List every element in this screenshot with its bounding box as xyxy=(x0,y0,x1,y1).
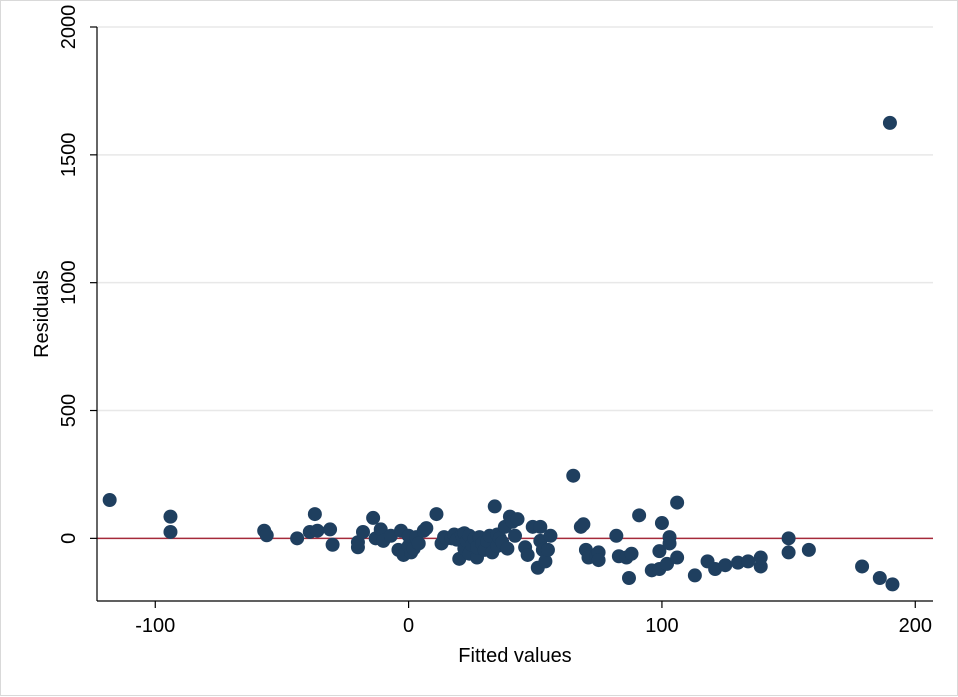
data-point xyxy=(373,522,388,537)
data-point xyxy=(718,558,733,573)
data-point xyxy=(741,554,756,569)
data-point xyxy=(632,508,647,523)
data-point xyxy=(801,542,816,557)
data-point xyxy=(670,550,685,565)
data-point xyxy=(885,577,900,592)
data-point xyxy=(411,536,426,551)
point-layer xyxy=(102,115,900,592)
data-point xyxy=(855,559,870,574)
data-point xyxy=(591,553,606,568)
data-point xyxy=(540,542,555,557)
data-point xyxy=(487,499,502,514)
data-point xyxy=(566,468,581,483)
data-point xyxy=(356,524,370,539)
axis-layer: 0 500 1000 1500 2000 -100 0 100 200 xyxy=(58,5,933,637)
grid-layer xyxy=(97,26,933,412)
data-point xyxy=(163,509,178,524)
data-point xyxy=(366,510,381,525)
data-point xyxy=(872,570,887,585)
data-point xyxy=(622,570,636,585)
data-point xyxy=(753,550,768,565)
x-tick-label: -100 xyxy=(135,615,175,637)
data-point xyxy=(576,517,591,532)
data-point xyxy=(609,528,624,543)
y-tick-label: 500 xyxy=(58,394,80,427)
y-tick-label: 2000 xyxy=(58,5,80,50)
data-point xyxy=(660,556,674,571)
data-point xyxy=(538,554,553,569)
data-point xyxy=(670,495,685,510)
data-point xyxy=(259,528,274,543)
data-point xyxy=(652,544,667,559)
data-point xyxy=(163,524,178,539)
x-axis-title: Fitted values xyxy=(458,645,571,667)
data-point xyxy=(543,528,558,543)
data-point xyxy=(307,507,322,522)
data-point xyxy=(510,512,525,527)
data-point xyxy=(882,115,897,130)
data-point xyxy=(781,531,796,546)
data-point xyxy=(310,523,325,538)
data-point xyxy=(325,537,340,552)
data-point xyxy=(419,521,434,536)
x-tick-label: 100 xyxy=(645,615,678,637)
data-point xyxy=(781,545,796,560)
y-tick-label: 1500 xyxy=(58,133,80,178)
y-tick-label: 1000 xyxy=(58,260,80,305)
data-point xyxy=(323,522,338,537)
data-point xyxy=(500,541,515,556)
x-tick-label: 200 xyxy=(899,615,932,637)
data-point xyxy=(508,528,522,543)
data-point xyxy=(654,516,669,531)
data-point xyxy=(520,547,535,562)
data-point xyxy=(102,493,117,508)
y-tick-label: 0 xyxy=(58,533,80,544)
data-point xyxy=(429,507,444,522)
y-axis-title: Residuals xyxy=(31,270,53,358)
data-point xyxy=(533,519,548,534)
data-point xyxy=(687,568,702,583)
data-point xyxy=(290,531,305,546)
data-point xyxy=(662,536,677,551)
data-point xyxy=(624,546,639,561)
x-tick-label: 0 xyxy=(403,615,414,637)
